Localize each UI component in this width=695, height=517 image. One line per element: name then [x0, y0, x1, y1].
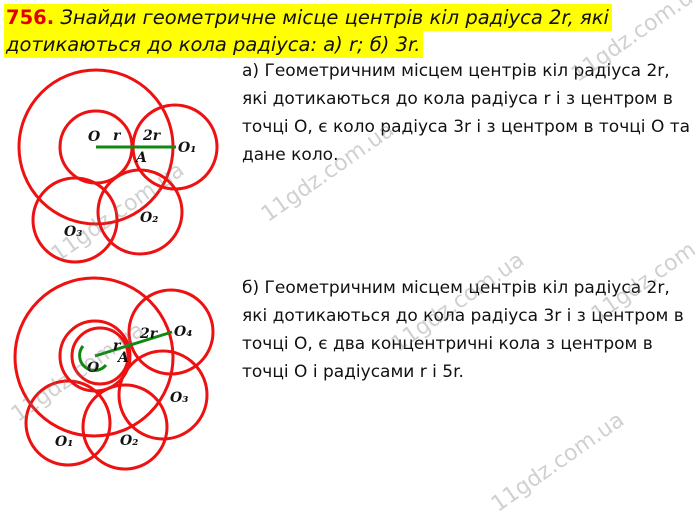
title-line-1: 756. Знайди геометричне місце центрів кі…: [4, 4, 612, 31]
problem-title: 756. Знайди геометричне місце центрів кі…: [4, 4, 612, 58]
circle-o4: [127, 288, 215, 376]
label-o1: O₁: [55, 434, 73, 450]
label-o: O: [87, 360, 100, 376]
segment-o-o4: [94, 330, 173, 358]
answer-b: б) Геометричним місцем центрів кіл радіу…: [242, 278, 684, 382]
circle-o2: [96, 168, 184, 256]
label-o3: O₃: [170, 390, 188, 406]
figure-a: O r 2r A O₁ O₂ O₃: [17, 68, 219, 264]
label-r: r: [113, 338, 122, 354]
figure-b: O r 2r A O₄ O₃ O₂ O₁: [13, 276, 215, 471]
circle-o3: [31, 176, 119, 264]
angle-arc: [78, 345, 108, 372]
label-a: A: [116, 350, 129, 366]
answer-a: а) Геометричним місцем центрів кіл радіу…: [242, 61, 691, 165]
label-a: A: [134, 150, 147, 166]
label-2r: 2r: [139, 326, 159, 342]
label-r: r: [113, 128, 122, 144]
label-o1: O₁: [178, 140, 196, 156]
circle-o2: [81, 383, 169, 471]
watermark: 11gdz.com.ua: [486, 407, 629, 517]
label-o2: O₂: [120, 433, 138, 449]
label-o: O: [88, 129, 101, 145]
problem-number: 756.: [6, 6, 55, 29]
circle-o3: [117, 349, 209, 441]
title-text-1: Знайди геометричне місце центрів кіл рад…: [54, 6, 609, 29]
circle-small: [70, 326, 130, 386]
circle-big: [13, 276, 175, 438]
label-o4: O₄: [174, 324, 192, 340]
label-o3: O₃: [64, 224, 82, 240]
label-2r: 2r: [142, 128, 162, 144]
circle-o1: [24, 379, 112, 467]
label-o2: O₂: [140, 210, 158, 226]
title-line-2: дотикаються до кола радіуса: а) r; б) 3r…: [4, 31, 424, 58]
